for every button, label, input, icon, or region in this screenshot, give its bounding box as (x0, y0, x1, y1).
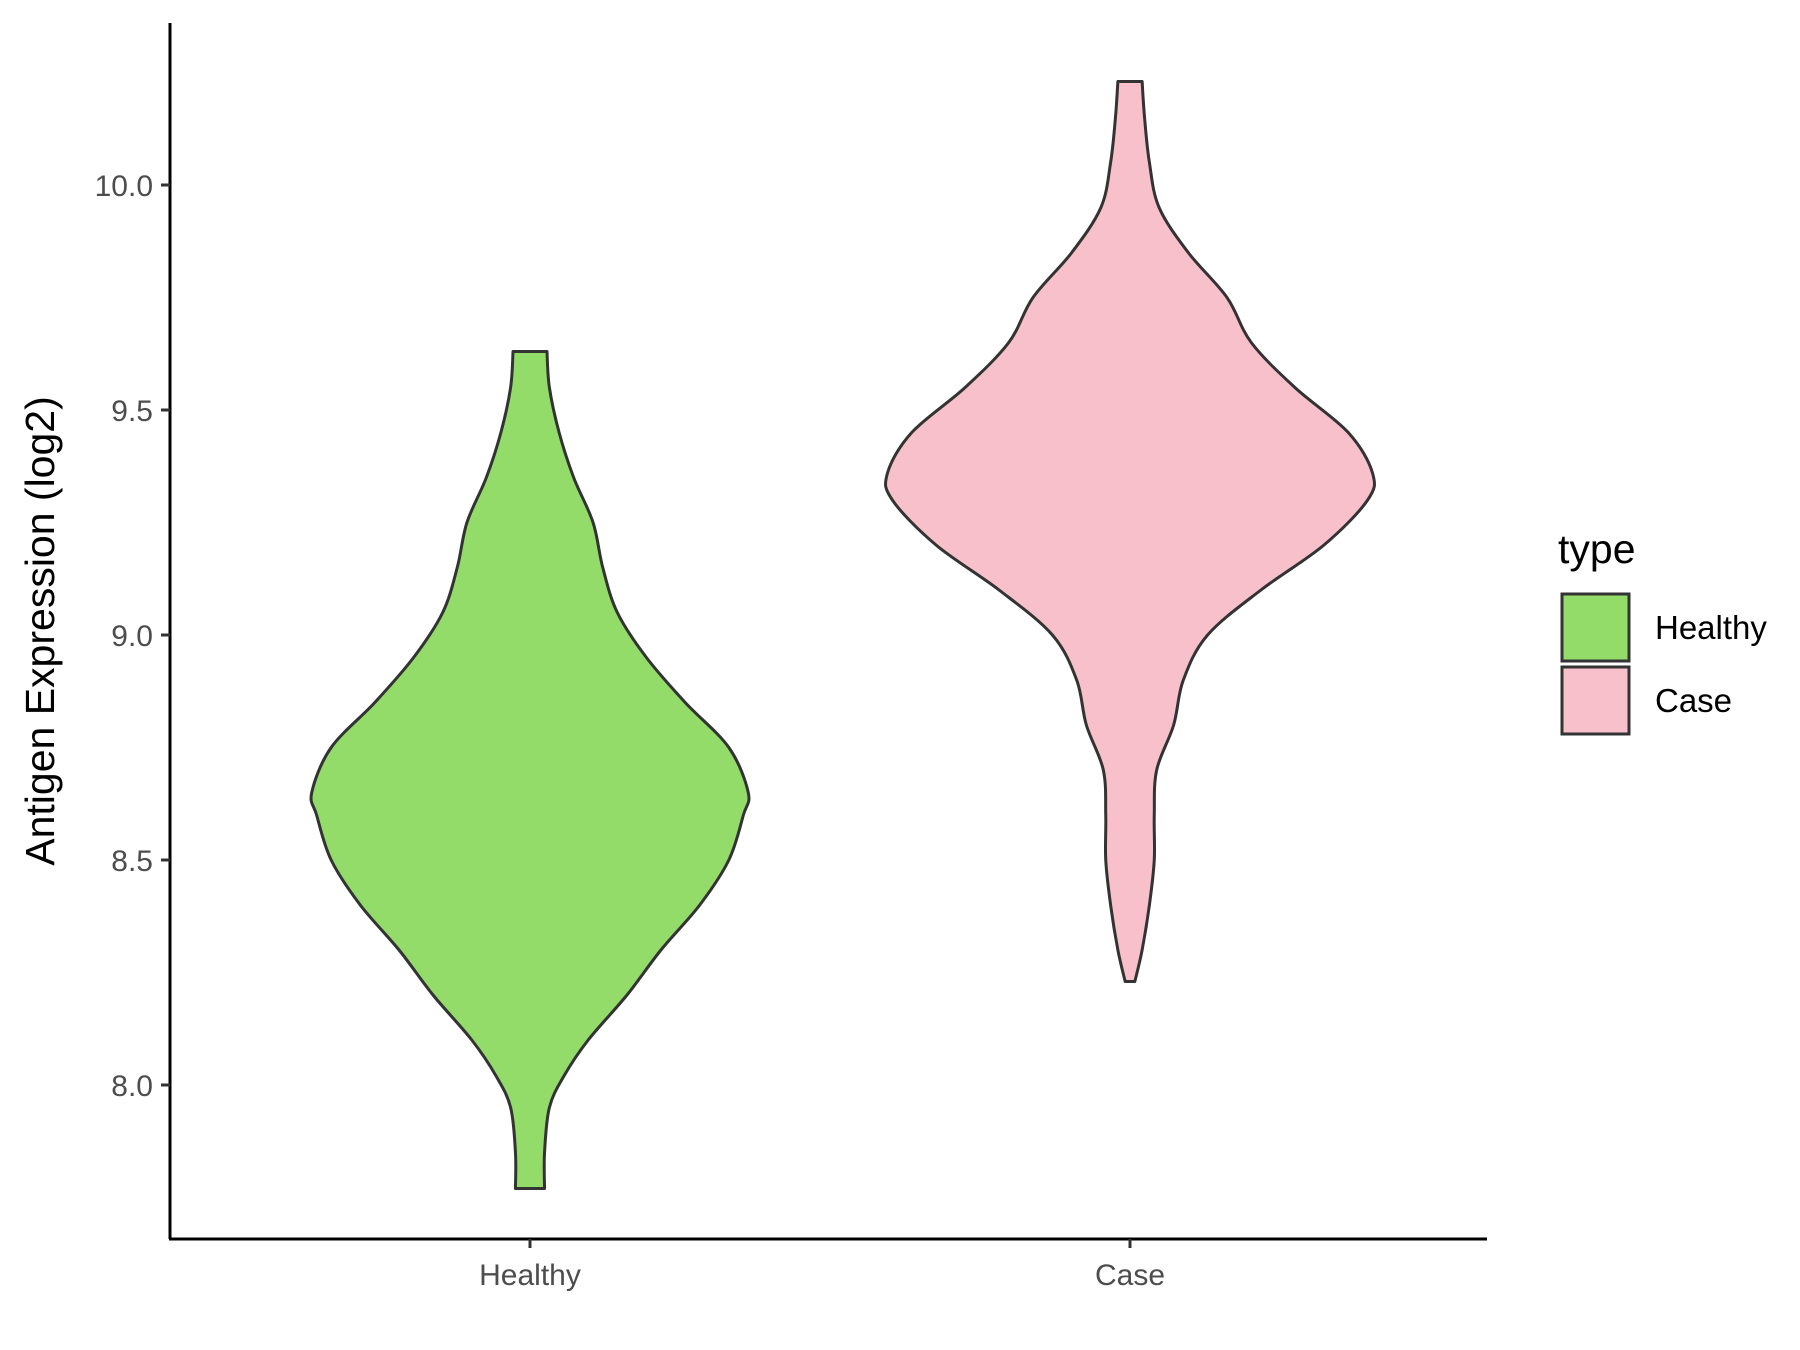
y-tick-label: 9.0 (111, 620, 153, 653)
y-tick-layer: 8.0 8.5 9.0 9.5 10.0 (95, 170, 170, 1103)
legend-entries: Healthy Case (1560, 592, 1767, 736)
y-axis-title: Antigen Expression (log2) (17, 396, 63, 865)
x-tick-label-case: Case (1095, 1259, 1165, 1292)
legend-title: type (1558, 526, 1636, 572)
legend: type Healthy Case (1558, 526, 1767, 736)
y-tick-label: 8.5 (111, 845, 153, 878)
x-tick-label-healthy: Healthy (479, 1259, 581, 1292)
legend-label-healthy: Healthy (1655, 609, 1767, 646)
y-tick-label: 8.0 (111, 1070, 153, 1103)
legend-label-case: Case (1655, 682, 1732, 719)
legend-swatch-healthy (1560, 592, 1631, 663)
legend-swatch-case (1560, 665, 1631, 736)
y-tick-label: 10.0 (95, 170, 153, 203)
x-tick-layer: Healthy Case (479, 1239, 1165, 1292)
violin-case (883, 80, 1377, 983)
y-tick-label: 9.5 (111, 395, 153, 428)
violin-layer (309, 80, 1377, 1190)
violin-healthy (309, 350, 751, 1190)
